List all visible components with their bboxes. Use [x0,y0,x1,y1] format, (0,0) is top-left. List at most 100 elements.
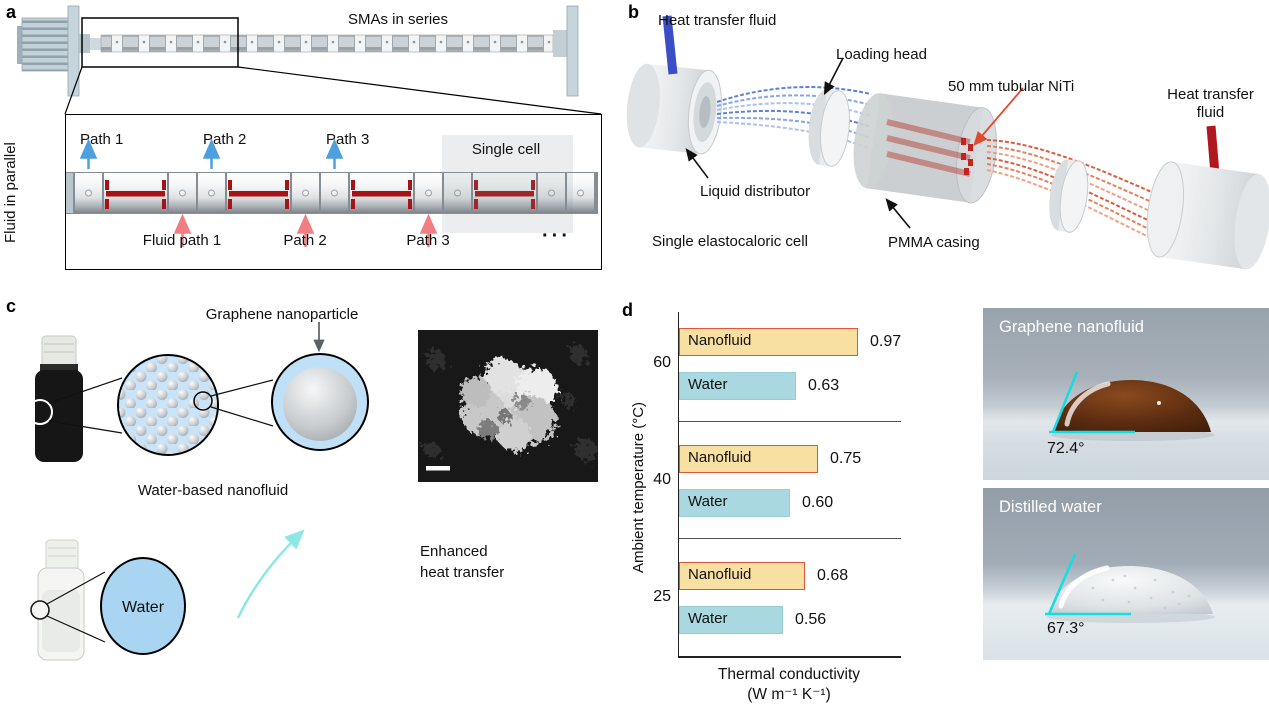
sem-background-particles [424,345,597,461]
mount-plate-left [67,5,80,97]
x-axis-label-line2: (W m⁻¹ K⁻¹) [747,686,831,703]
thermal-conductivity-chart: Nanofluid 0.97 Water 0.63 60 Nanofluid 0.75 Wat… [653,312,979,658]
path1-top-label: Path 1 [80,131,124,148]
bar-series-label: Nanofluid [688,332,752,349]
panel-d-letter: d [622,300,633,320]
sem-aggregate-blob [461,358,557,451]
droplet-glint [1157,401,1161,405]
rod-hub-right [553,30,567,57]
callout-line-right [237,66,602,115]
y-tick-label: 40 [653,471,671,488]
contact-angle-photo-nanofluid: Graphene nanofluid 72.4° [983,308,1269,480]
bar-water-60c: Water [679,372,796,400]
distributor-arrow [685,148,709,179]
niti-arrow [973,87,1024,147]
droplet-dome [1053,380,1211,432]
heat-transfer-fluid-out-label-1: Heat transfer [1167,86,1254,103]
group-separator-line [679,538,901,540]
bar-value-label: 0.97 [870,333,902,350]
droplet-highlight [1058,565,1110,609]
graphene-sphere [283,367,357,441]
bar-nanofluid-40c: Nanofluid [679,445,818,473]
water-vial [30,539,85,661]
photo-title: Distilled water [999,498,1102,516]
path3-top-label: Path 3 [326,131,370,148]
zoom-line [46,615,106,643]
niti-tubes-inside [886,119,971,177]
contact-angle-value: 67.3° [1047,620,1085,637]
zoom-line [210,379,274,397]
y-tick-label: 25 [653,588,671,605]
path2-bottom-label: Path 2 [283,232,327,249]
liquid-distributor-label: Liquid distributor [700,183,811,200]
group-separator-line [679,421,901,423]
parallel-cell-diagram [66,135,598,247]
contact-angle-photo-water: Distilled water 67.3° [983,488,1269,660]
outlet-disc [1049,159,1089,233]
panel-a-letter: a [6,2,17,22]
shaft-step1 [79,34,90,53]
niti-red-elements [105,180,535,209]
pmma-arrow [885,198,911,229]
bar-series-label: Water [688,493,728,510]
droplet-highlight [1064,381,1111,427]
liquid-distributor-cylinder [626,63,722,155]
zoomed-cell-box [65,114,602,270]
contact-angle-tangent [1051,371,1079,433]
nanofluid-vial [27,335,83,462]
sma-rod-series [100,34,554,53]
particle-zoom-circle [193,391,213,411]
zoom-callout-rect [81,17,239,68]
enhanced-label-2: heat transfer [420,564,505,581]
sem-micrograph [418,330,598,482]
mount-plate-right [566,5,579,97]
ellipsis-label: ··· [542,225,571,247]
graphene-nanoparticle-label: Graphene nanoparticle [205,306,359,323]
sma-tube-assembly-diagram [17,5,602,115]
loading-head-label: Loading head [836,46,927,63]
water-zoom-circle [100,557,186,655]
inlet-tube-blue [662,15,678,75]
droplet-speckles [1091,574,1191,610]
bar-series-label: Water [688,610,728,627]
pmma-casing-label: PMMA casing [888,234,980,251]
panel-b-letter: b [628,2,639,22]
loading-head-arrow [823,57,844,96]
zoom-line [48,377,123,404]
bar-series-label: Nanofluid [688,449,752,466]
bar-value-label: 0.75 [830,450,862,467]
tubular-niti-label: 50 mm tubular NiTi [948,78,1075,95]
contact-angle-tangent [1047,553,1077,615]
water-droplet [1045,553,1215,623]
nanofluid-diagram [27,322,369,661]
sem-aggregate [424,345,597,471]
actuator-endcap [17,26,23,64]
nanoparticle-pattern [119,356,217,454]
elastocaloric-cell-3d-diagram [626,15,1269,270]
x-axis-label-line1: Thermal conductivity [717,666,861,683]
smas-in-series-label: SMAs in series [348,11,449,28]
bar-nanofluid-60c: Nanofluid [679,328,858,356]
vial-zoom-circle [30,600,50,620]
single-elastocaloric-cell-label: Single elastocaloric cell [652,233,808,250]
droplet-dome [1049,566,1213,614]
blue-path-arrows [79,138,344,169]
bar-series-label: Nanofluid [688,566,752,583]
panel-c-letter: c [6,296,17,316]
collector-cylinder [1146,161,1269,270]
zoom-line [46,571,106,605]
heat-transfer-fluid-out-label-2: fluid [1196,104,1225,121]
bar-value-label: 0.60 [802,494,834,511]
pink-fluid-arrows [173,213,438,247]
y-tick-label: 60 [653,354,671,371]
bar-water-40c: Water [679,489,790,517]
shaft-step2 [90,38,101,50]
sem-scale-bar [426,466,450,471]
zoom-line [48,420,123,434]
fluid-path1-label: Fluid path 1 [142,232,222,249]
bar-water-25c: Water [679,606,783,634]
callout-line-left [64,66,83,115]
bar-value-label: 0.56 [795,611,827,628]
contact-angle-value: 72.4° [1047,440,1085,457]
